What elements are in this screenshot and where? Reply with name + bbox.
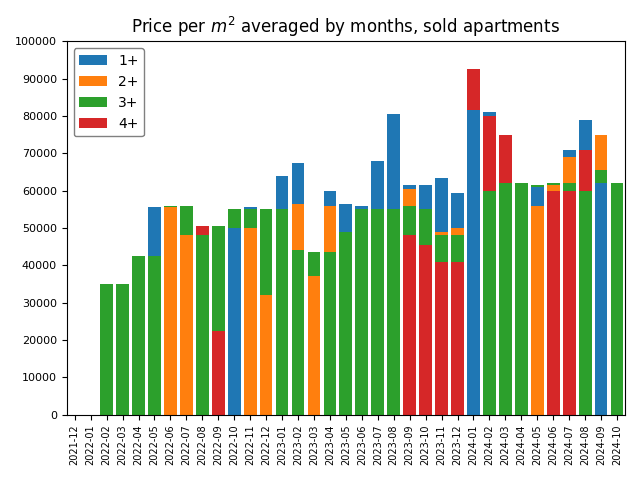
Bar	[260, 295, 273, 415]
Bar	[419, 185, 432, 415]
Bar	[244, 207, 257, 415]
Bar	[196, 236, 209, 415]
Bar	[435, 232, 448, 415]
Bar	[419, 209, 432, 415]
Bar	[324, 252, 336, 415]
Bar	[292, 204, 305, 415]
Bar	[579, 191, 591, 415]
Bar	[547, 185, 559, 415]
Bar	[116, 284, 129, 415]
Bar	[164, 207, 177, 415]
Bar	[435, 262, 448, 415]
Bar	[467, 110, 480, 415]
Bar	[563, 183, 575, 415]
Bar	[387, 114, 400, 415]
Bar	[355, 209, 368, 415]
Bar	[339, 232, 352, 415]
Bar	[292, 163, 305, 415]
Bar	[451, 228, 464, 415]
Bar	[483, 191, 496, 415]
Bar	[547, 191, 559, 415]
Bar	[563, 150, 575, 415]
Bar	[515, 183, 528, 415]
Bar	[483, 116, 496, 415]
Bar	[451, 262, 464, 415]
Bar	[467, 70, 480, 415]
Bar	[148, 256, 161, 415]
Title: Price per $m^2$ averaged by months, sold apartments: Price per $m^2$ averaged by months, sold…	[131, 15, 561, 39]
Bar	[276, 209, 289, 415]
Bar	[531, 205, 543, 415]
Bar	[547, 185, 559, 415]
Bar	[132, 256, 145, 415]
Bar	[308, 276, 321, 415]
Bar	[547, 183, 559, 415]
Bar	[403, 189, 416, 415]
Bar	[435, 178, 448, 415]
Bar	[371, 209, 384, 415]
Bar	[244, 228, 257, 415]
Bar	[180, 236, 193, 415]
Bar	[611, 183, 623, 415]
Bar	[403, 185, 416, 415]
Bar	[180, 205, 193, 415]
Bar	[196, 226, 209, 415]
Bar	[451, 236, 464, 415]
Bar	[212, 331, 225, 415]
Bar	[595, 183, 607, 415]
Bar	[212, 226, 225, 415]
Legend: 1+, 2+, 3+, 4+: 1+, 2+, 3+, 4+	[74, 48, 144, 136]
Bar	[244, 209, 257, 415]
Bar	[100, 284, 113, 415]
Bar	[531, 185, 543, 415]
Bar	[403, 236, 416, 415]
Bar	[387, 209, 400, 415]
Bar	[228, 209, 241, 415]
Bar	[435, 236, 448, 415]
Bar	[579, 150, 591, 415]
Bar	[579, 120, 591, 415]
Bar	[403, 205, 416, 415]
Bar	[371, 161, 384, 415]
Bar	[451, 192, 464, 415]
Bar	[611, 183, 623, 415]
Bar	[515, 183, 528, 415]
Bar	[531, 187, 543, 415]
Bar	[499, 183, 512, 415]
Bar	[260, 209, 273, 415]
Bar	[419, 245, 432, 415]
Bar	[148, 207, 161, 415]
Bar	[563, 191, 575, 415]
Bar	[355, 205, 368, 415]
Bar	[595, 135, 607, 415]
Bar	[164, 205, 177, 415]
Bar	[515, 183, 528, 415]
Bar	[324, 205, 336, 415]
Bar	[324, 191, 336, 415]
Bar	[260, 209, 273, 415]
Bar	[499, 183, 512, 415]
Bar	[308, 252, 321, 415]
Bar	[595, 170, 607, 415]
Bar	[116, 284, 129, 415]
Bar	[339, 204, 352, 415]
Bar	[483, 112, 496, 415]
Bar	[355, 209, 368, 415]
Bar	[228, 228, 241, 415]
Bar	[563, 157, 575, 415]
Bar	[100, 284, 113, 415]
Bar	[292, 251, 305, 415]
Bar	[371, 209, 384, 415]
Bar	[276, 176, 289, 415]
Bar	[499, 135, 512, 415]
Bar	[196, 236, 209, 415]
